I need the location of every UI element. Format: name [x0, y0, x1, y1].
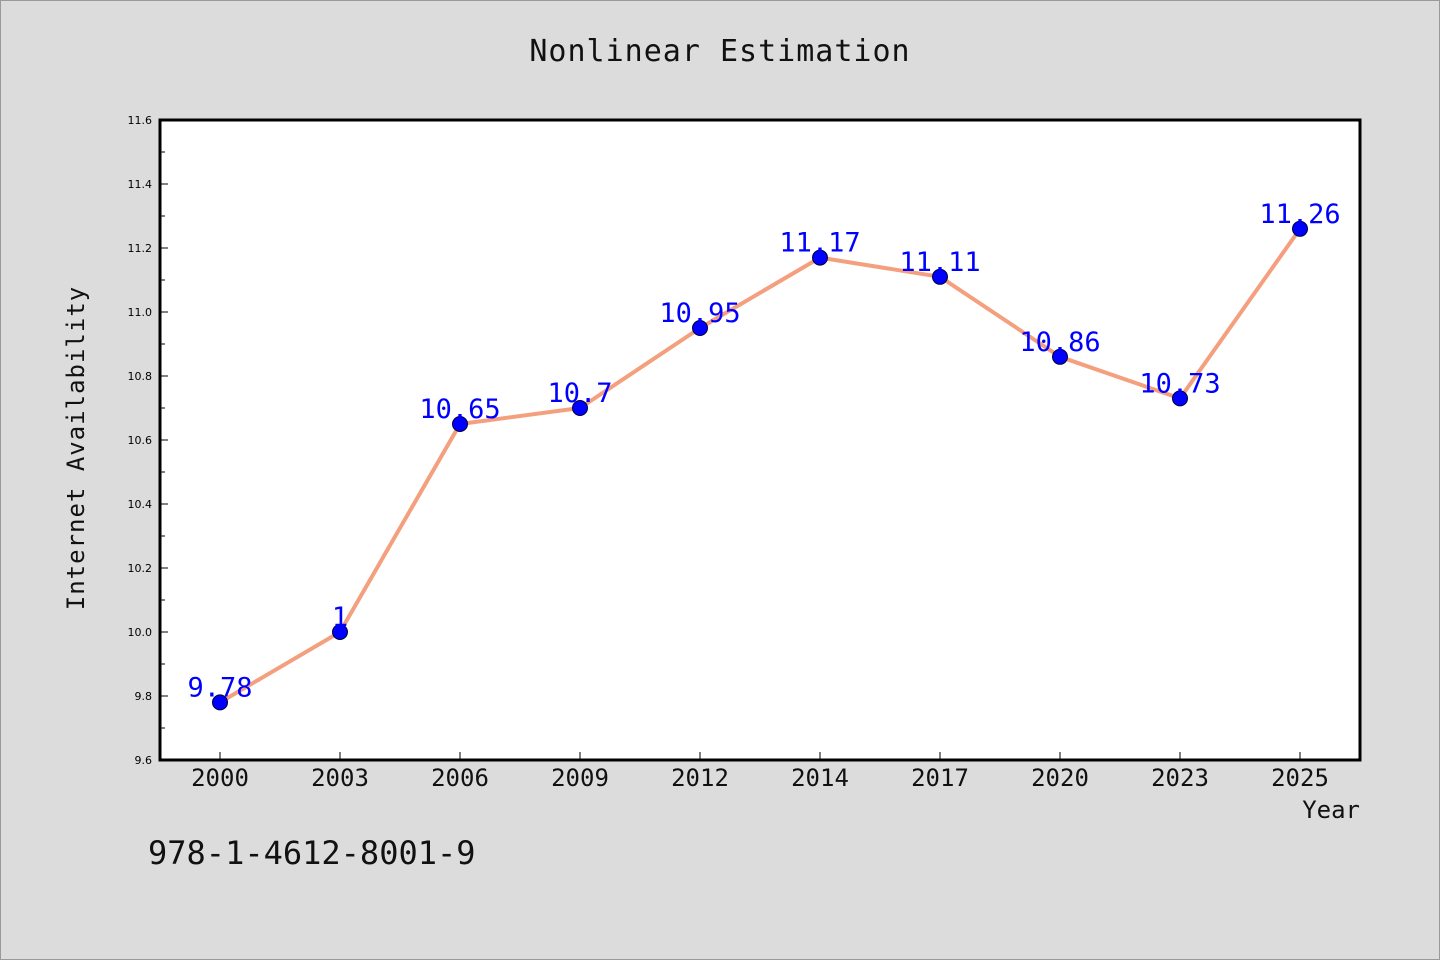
x-tick-label: 2017 — [911, 764, 969, 792]
y-tick-label: 10.8 — [128, 370, 153, 383]
x-tick-label: 2014 — [791, 764, 849, 792]
x-tick-label: 2020 — [1031, 764, 1089, 792]
data-point — [332, 624, 348, 640]
y-tick-label: 11.6 — [128, 114, 153, 127]
y-tick-label: 9.8 — [135, 690, 153, 703]
y-tick-label: 10.6 — [128, 434, 153, 447]
x-tick-label: 2000 — [191, 764, 249, 792]
y-tick-label: 10.4 — [128, 498, 153, 511]
x-tick-label: 2009 — [551, 764, 609, 792]
x-tick-label: 2025 — [1271, 764, 1329, 792]
data-point — [452, 416, 468, 432]
y-tick-label: 11.4 — [128, 178, 153, 191]
chart-title: Nonlinear Estimation — [529, 34, 911, 69]
y-tick-label: 11.2 — [128, 242, 153, 255]
y-tick-label: 11.0 — [128, 306, 153, 319]
x-tick-label: 2023 — [1151, 764, 1209, 792]
data-point — [1292, 220, 1308, 237]
plot-area — [158, 118, 1362, 762]
data-point — [692, 320, 708, 336]
data-point — [572, 400, 588, 416]
data-label: 9.78 — [187, 672, 252, 703]
data-point — [1052, 348, 1068, 365]
y-axis-label: Internet Availability — [62, 285, 90, 611]
series-line — [218, 226, 1302, 705]
y-tick-label: 9.6 — [135, 754, 153, 767]
data-label: 10.7 — [547, 378, 612, 409]
data-label: 11.17 — [779, 228, 860, 259]
data-label: 10.73 — [1139, 368, 1220, 399]
x-axis-label: Year — [1302, 796, 1360, 824]
isbn-footnote: 978-1-4612-8001-9 — [148, 834, 476, 872]
x-tick-label: 2012 — [671, 764, 729, 792]
data-label: 10.65 — [419, 394, 500, 425]
data-label: 10.95 — [659, 298, 740, 329]
data-point — [932, 268, 948, 285]
y-tick-label: 10.2 — [128, 562, 153, 575]
data-point — [812, 249, 828, 266]
x-tick-label: 2003 — [311, 764, 369, 792]
data-label: 11.11 — [899, 247, 980, 278]
data-point — [212, 694, 228, 711]
data-label: 1 — [332, 602, 348, 633]
x-tick-label: 2006 — [431, 764, 489, 792]
data-point — [1172, 390, 1188, 407]
data-label: 11.26 — [1259, 199, 1340, 230]
y-tick-label: 10.0 — [128, 626, 153, 639]
data-label: 10.86 — [1019, 327, 1100, 358]
